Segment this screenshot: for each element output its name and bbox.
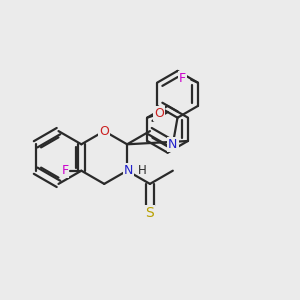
Text: N: N (124, 164, 133, 177)
Text: O: O (154, 107, 164, 121)
Text: F: F (61, 164, 68, 177)
Text: S: S (146, 206, 154, 220)
Text: F: F (179, 72, 186, 85)
Text: H: H (138, 164, 147, 177)
Text: O: O (99, 124, 109, 138)
Text: N: N (168, 138, 178, 151)
